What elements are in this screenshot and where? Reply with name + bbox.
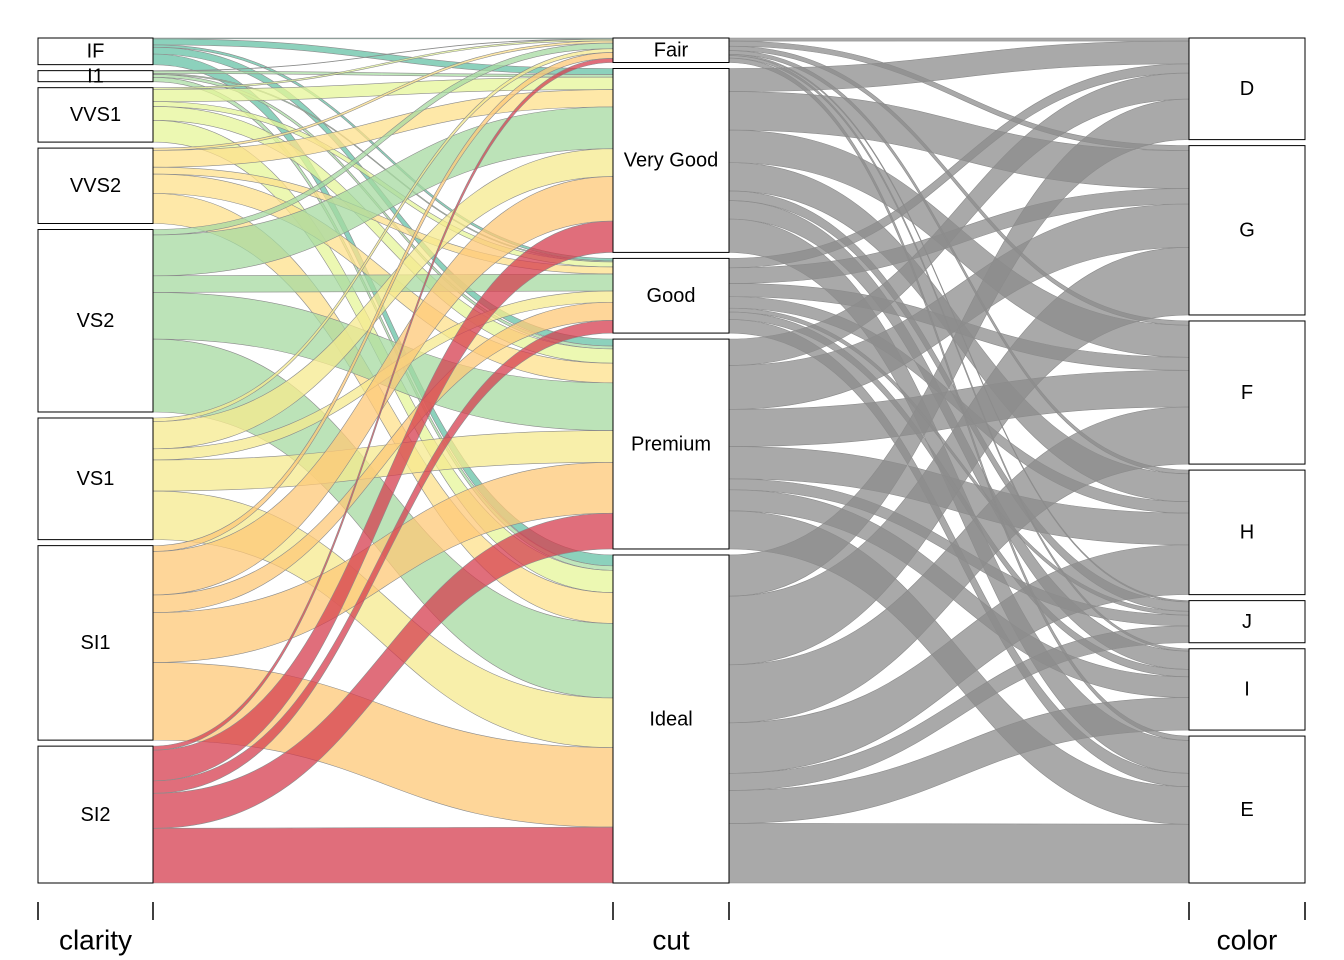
category-box [612,554,730,884]
category-box [1188,320,1306,465]
category-box [1188,469,1306,596]
axis-name: clarity [59,924,132,955]
category-label: Premium [631,433,711,455]
category-box [37,745,154,884]
category-label: Ideal [649,708,692,730]
category-label: D [1240,78,1254,100]
category-box [1188,145,1306,316]
category-box [612,257,730,334]
flow [728,37,1190,42]
category-box [612,338,730,550]
category-box [37,70,154,83]
category-label: G [1239,220,1255,242]
category-label: VS2 [77,310,115,332]
category-label: Fair [654,40,689,62]
category-label: I [1244,679,1250,701]
category-box [1188,600,1306,644]
category-label: SI2 [80,804,110,826]
category-label: H [1240,522,1254,544]
category-box [37,147,154,225]
category-box [37,545,154,741]
category-box [37,229,154,413]
flow [728,823,1190,884]
flow [152,37,614,40]
category-label: Very Good [624,150,719,172]
category-box [1188,648,1306,731]
category-box [612,37,730,64]
category-box [37,37,154,66]
flows [152,37,1190,884]
category-label: VVS1 [70,104,121,126]
category-box [1188,735,1306,884]
boxes: IFI1VVS1VVS2VS2VS1SI1SI2clarityFairVery … [37,37,1306,955]
category-box [37,417,154,541]
category-label: E [1240,799,1253,821]
axis-name: cut [652,924,690,955]
category-box [612,68,730,253]
category-label: F [1241,382,1253,404]
category-label: VS1 [77,468,115,490]
axis-name: color [1217,924,1278,955]
category-label: J [1242,611,1252,633]
category-label: VVS2 [70,175,121,197]
category-label: SI1 [80,632,110,654]
flow [152,826,614,884]
category-label: IF [87,41,105,63]
category-label: Good [647,285,696,307]
category-box [37,87,154,143]
category-label: I1 [87,65,104,87]
category-box [1188,37,1306,141]
